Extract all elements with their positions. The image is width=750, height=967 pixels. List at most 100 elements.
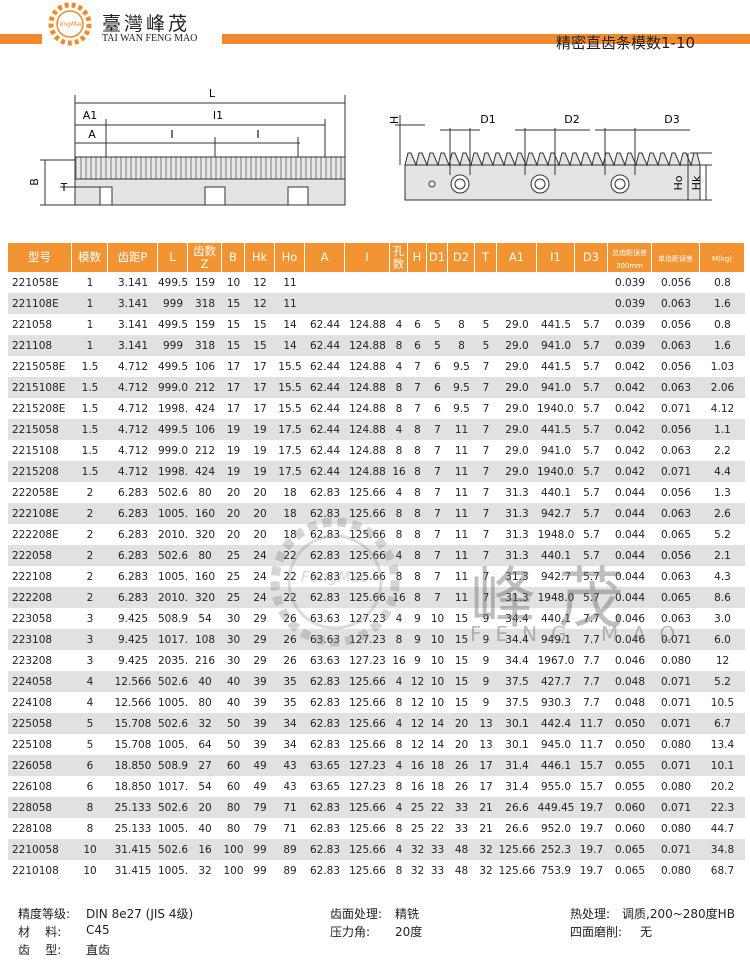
cell: 0.080 bbox=[660, 738, 692, 751]
cell: 17 bbox=[479, 780, 493, 793]
cell: 753.9 bbox=[540, 864, 572, 877]
cell: 3 bbox=[86, 612, 94, 625]
cell: 942.7 bbox=[537, 503, 575, 524]
cell: 1005.3 bbox=[158, 696, 188, 709]
empty-cell bbox=[475, 272, 497, 293]
cell: 62.44 bbox=[309, 402, 341, 415]
cell: 80 bbox=[198, 696, 212, 709]
table-row: 222058E 2 6.283 502.6 80 20 20 18 62.83 125.66 4 8 7… bbox=[8, 482, 745, 503]
cell: 80 bbox=[188, 545, 222, 566]
cell: 5.7 bbox=[583, 318, 600, 331]
hole bbox=[610, 174, 630, 194]
cell: 0.056 bbox=[652, 419, 700, 440]
cell: 8 bbox=[408, 503, 427, 524]
dimension-label: I bbox=[256, 128, 259, 141]
cell: 62.83 bbox=[309, 864, 341, 877]
cell: 221058 bbox=[12, 318, 53, 331]
footer-value: 直齿 bbox=[86, 943, 111, 957]
cell: 4.12 bbox=[710, 402, 735, 415]
cell: 224108 bbox=[12, 696, 53, 709]
cell: 0.071 bbox=[652, 755, 700, 776]
table-row: 224058 4 12.566 502.6 40 40 39 35 62.83 125.66 4 12… bbox=[8, 671, 745, 692]
table-row: 22220826.2832010.6232025242262.83125.661… bbox=[8, 587, 745, 608]
cell: 16 bbox=[392, 654, 406, 667]
table-row: 222058 2 6.283 502.6 80 25 24 22 62.83 125.66 4 8 7 1… bbox=[8, 545, 745, 566]
cell: 1 bbox=[86, 318, 94, 331]
cell: 7 bbox=[475, 461, 497, 482]
dimension-label: A bbox=[88, 128, 96, 141]
cell: 2 bbox=[86, 528, 94, 541]
cell: 26 bbox=[454, 780, 469, 793]
cell: 222208 bbox=[8, 587, 72, 608]
cell: 125.66 bbox=[349, 864, 386, 877]
cell: 1940.05 bbox=[537, 461, 575, 482]
cell: 8 bbox=[390, 335, 408, 356]
cell: 34.8 bbox=[700, 839, 745, 860]
cell: 8 bbox=[395, 528, 403, 541]
cell: 37.5 bbox=[497, 671, 537, 692]
cell: 27 bbox=[188, 755, 222, 776]
cell: 125.66 bbox=[349, 822, 386, 835]
cell: 941.0 bbox=[537, 377, 575, 398]
cell: 1940.05 bbox=[537, 402, 575, 415]
table-row: 221108E 1 3.141 999 318 15 12 11 0.039 0.063 1.6 bbox=[8, 293, 745, 314]
footer-value: 20度 bbox=[395, 925, 423, 939]
cell: 9 bbox=[475, 629, 497, 650]
cell: 8 bbox=[414, 570, 421, 583]
cell: 10 bbox=[430, 612, 445, 625]
cell: 29.0 bbox=[497, 377, 537, 398]
cell: 16 bbox=[410, 780, 425, 793]
cell: 0.071 bbox=[660, 402, 692, 415]
cell: 11 bbox=[448, 587, 475, 608]
cell: 35 bbox=[275, 671, 305, 692]
cell: 942.7 bbox=[540, 570, 572, 583]
cell: 62.83 bbox=[309, 696, 341, 709]
header-text: H bbox=[412, 250, 422, 265]
logo-text: FengMao bbox=[56, 21, 84, 28]
cell: 12.566 bbox=[114, 696, 152, 709]
cell: 7.7 bbox=[583, 654, 600, 667]
cell: 502.6 bbox=[158, 671, 188, 692]
cell: 29 bbox=[253, 612, 267, 625]
cell: 502.6 bbox=[158, 713, 188, 734]
cell: 1005.3 bbox=[158, 738, 188, 751]
cell: 7.7 bbox=[583, 612, 600, 625]
cell: 12 bbox=[408, 713, 427, 734]
cell: 5.7 bbox=[575, 545, 608, 566]
cell: 19 bbox=[253, 444, 267, 457]
cell: 4 bbox=[390, 797, 408, 818]
header-text: I1 bbox=[550, 250, 561, 265]
watermark-logo: FengMao bbox=[270, 517, 400, 647]
header-text: 孔数 bbox=[392, 244, 405, 271]
cell: 8 bbox=[395, 444, 403, 457]
cell: 8 bbox=[390, 503, 408, 524]
footer-label: 压力角: bbox=[330, 925, 371, 939]
cell: 39 bbox=[245, 713, 275, 734]
cell: 22 bbox=[283, 570, 297, 583]
cell: 62.83 bbox=[305, 545, 345, 566]
cell: 9 bbox=[482, 696, 490, 709]
table-row: 2210108 10 31.415 1005.3 32 100 99 89 62.83 125.6… bbox=[8, 860, 745, 881]
cell: 54 bbox=[198, 612, 212, 625]
cell: 1 bbox=[72, 293, 108, 314]
cell: 0.080 bbox=[660, 864, 692, 877]
cell: 19 bbox=[226, 444, 241, 457]
cell: 4 bbox=[86, 696, 94, 709]
cell: 2035.75 bbox=[158, 654, 188, 667]
spec-table: 型号 模数 齿距P L 齿数 Z B Hk Ho A I 孔数 H D1 D2 T A1 I1 D3 总齿距误差 300… bbox=[8, 243, 745, 881]
cell: 4.4 bbox=[700, 461, 745, 482]
cell: 8 bbox=[395, 402, 403, 415]
empty-cell bbox=[408, 272, 427, 293]
cell: 26 bbox=[283, 612, 297, 625]
cell: 62.83 bbox=[309, 486, 341, 499]
table-row: 222108 2 6.283 1005.3 160 25 24 22 62.83 125.66 88… bbox=[8, 566, 745, 587]
cell: 446.1 bbox=[537, 755, 575, 776]
cell: 7.7 bbox=[575, 671, 608, 692]
empty-cell bbox=[448, 293, 475, 314]
header-text: 模数 bbox=[78, 250, 101, 265]
hole bbox=[534, 178, 546, 190]
cell: 2215058 bbox=[8, 419, 72, 440]
cell: 0.071 bbox=[652, 629, 700, 650]
dimension-label: D2 bbox=[564, 113, 579, 126]
cell: 125.66 bbox=[498, 864, 536, 877]
